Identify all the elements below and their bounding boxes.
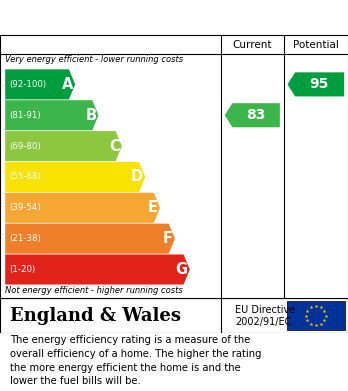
Text: Very energy efficient - lower running costs: Very energy efficient - lower running co… xyxy=(5,55,183,64)
Polygon shape xyxy=(5,224,175,254)
Text: C: C xyxy=(109,138,120,154)
Text: 2002/91/EC: 2002/91/EC xyxy=(235,317,291,327)
Text: B: B xyxy=(85,108,96,123)
Text: A: A xyxy=(62,77,73,92)
Text: (55-68): (55-68) xyxy=(9,172,41,181)
Polygon shape xyxy=(5,131,122,161)
Polygon shape xyxy=(5,69,75,99)
Text: Potential: Potential xyxy=(293,39,339,50)
Text: Current: Current xyxy=(232,39,272,50)
Text: (1-20): (1-20) xyxy=(9,265,35,274)
Text: 95: 95 xyxy=(310,77,329,91)
Text: (69-80): (69-80) xyxy=(9,142,41,151)
Polygon shape xyxy=(225,103,280,127)
Polygon shape xyxy=(5,255,190,285)
Text: EU Directive: EU Directive xyxy=(235,305,295,315)
Text: 83: 83 xyxy=(246,108,266,122)
Polygon shape xyxy=(5,193,160,223)
Bar xyxy=(287,301,345,330)
Text: (21-38): (21-38) xyxy=(9,234,41,243)
Text: (92-100): (92-100) xyxy=(9,80,47,89)
Text: D: D xyxy=(131,169,143,185)
Text: The energy efficiency rating is a measure of the
overall efficiency of a home. T: The energy efficiency rating is a measur… xyxy=(10,335,262,386)
Polygon shape xyxy=(287,72,344,97)
Polygon shape xyxy=(5,162,145,192)
Text: (39-54): (39-54) xyxy=(9,203,41,212)
Text: E: E xyxy=(148,200,158,215)
Text: F: F xyxy=(163,231,173,246)
Text: Energy Efficiency Rating: Energy Efficiency Rating xyxy=(10,10,232,25)
Polygon shape xyxy=(5,100,98,130)
Text: (81-91): (81-91) xyxy=(9,111,41,120)
Text: England & Wales: England & Wales xyxy=(10,307,181,325)
Text: G: G xyxy=(176,262,188,277)
Text: Not energy efficient - higher running costs: Not energy efficient - higher running co… xyxy=(5,286,183,295)
